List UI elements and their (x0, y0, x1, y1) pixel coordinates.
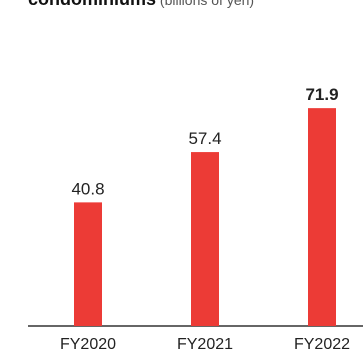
value-label-fy2021: 57.4 (188, 129, 221, 148)
value-label-fy2022: 71.9 (305, 85, 338, 104)
chart-title-unit: (billions of yen) (156, 0, 255, 8)
value-label-fy2020: 40.8 (71, 179, 104, 198)
bar-fy2022 (308, 108, 336, 326)
bar-fy2021 (191, 152, 219, 326)
bar-fy2020 (74, 202, 102, 326)
category-label-fy2021: FY2021 (177, 336, 233, 353)
chart-title: condominiums (billions of yen) (28, 0, 254, 11)
category-label-fy2022: FY2022 (294, 336, 350, 353)
category-label-fy2020: FY2020 (60, 336, 116, 353)
chart-title-main: condominiums (28, 0, 156, 9)
